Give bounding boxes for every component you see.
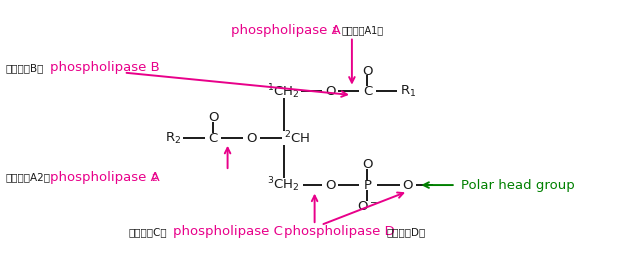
Text: P: P bbox=[363, 179, 371, 191]
Text: O: O bbox=[402, 179, 413, 191]
Text: O: O bbox=[362, 158, 373, 171]
Text: （磷脂醂A2）: （磷脂醂A2） bbox=[6, 172, 50, 182]
Text: R$_2$: R$_2$ bbox=[164, 131, 181, 146]
Text: O$^-$: O$^-$ bbox=[357, 200, 378, 213]
Text: （磷脂醂C）: （磷脂醂C） bbox=[128, 227, 167, 237]
Text: （磷脂醂D）: （磷脂醂D） bbox=[386, 227, 426, 237]
Text: phospholipase C: phospholipase C bbox=[173, 225, 283, 238]
Text: O: O bbox=[208, 111, 219, 124]
Text: phospholipase A: phospholipase A bbox=[50, 171, 160, 184]
Text: $_1$: $_1$ bbox=[331, 24, 338, 37]
Text: Polar head group: Polar head group bbox=[460, 179, 574, 191]
Text: phospholipase D: phospholipase D bbox=[283, 225, 394, 238]
Text: （磷脂醂A1）: （磷脂醂A1） bbox=[341, 25, 384, 36]
Text: phospholipase A: phospholipase A bbox=[231, 24, 340, 37]
Text: phospholipase B: phospholipase B bbox=[50, 61, 160, 74]
Text: R$_1$: R$_1$ bbox=[400, 84, 416, 99]
Text: C: C bbox=[363, 85, 372, 98]
Text: C: C bbox=[209, 132, 218, 145]
Text: O: O bbox=[246, 132, 257, 145]
Text: $^2$CH: $^2$CH bbox=[283, 130, 310, 147]
Text: $^1$CH$_2$: $^1$CH$_2$ bbox=[267, 82, 300, 101]
Text: $^3$CH$_2$: $^3$CH$_2$ bbox=[267, 176, 300, 194]
Text: $_2$: $_2$ bbox=[151, 171, 158, 184]
Text: O: O bbox=[362, 65, 373, 77]
Text: （磷脂醂B）: （磷脂醂B） bbox=[6, 63, 44, 73]
Text: O: O bbox=[325, 85, 335, 98]
Text: O: O bbox=[325, 179, 335, 191]
